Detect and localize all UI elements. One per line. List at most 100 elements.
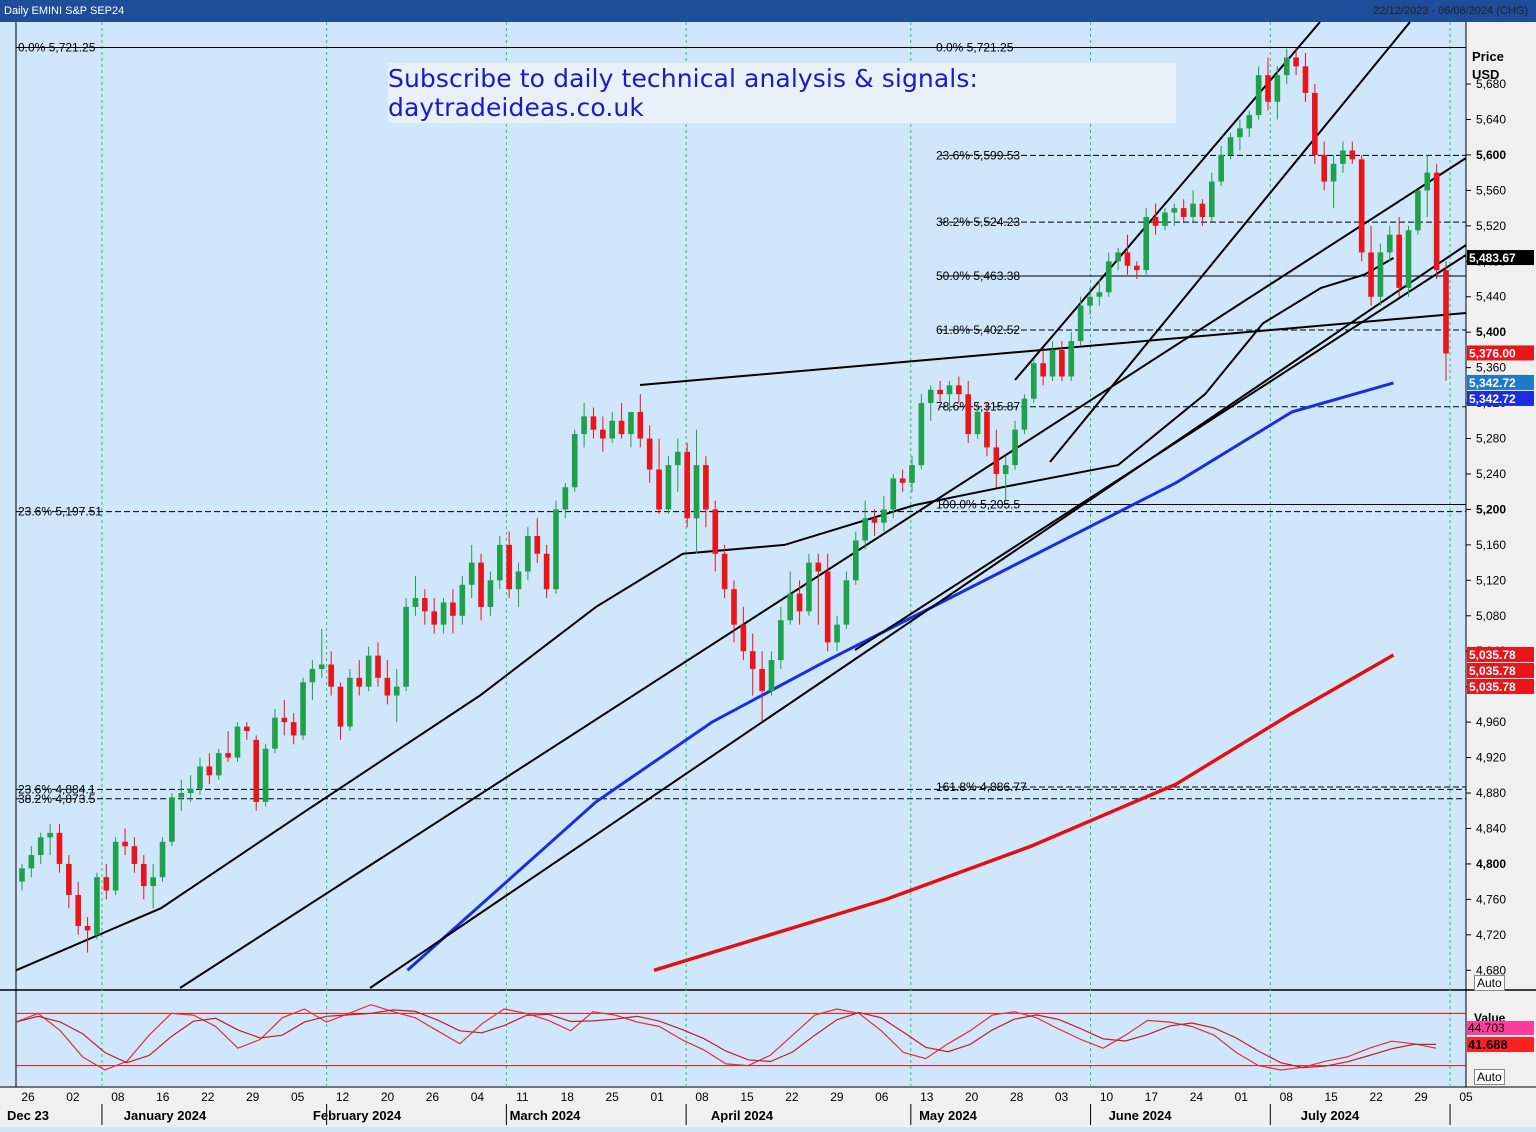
candle-down [646, 438, 653, 470]
candle-up [178, 793, 185, 798]
candle-down [600, 429, 606, 439]
oscillator-k-value: 44.703 [1467, 1021, 1534, 1035]
candle-up [1283, 57, 1290, 76]
price-tick-label: 4,800 [1476, 857, 1506, 871]
candle-up [1405, 230, 1412, 288]
candle-up [1386, 234, 1393, 253]
candle-down [731, 589, 737, 625]
time-axis-day-label: 01 [650, 1090, 664, 1104]
price-tick-label: 5,640 [1476, 112, 1506, 126]
price-tag [1467, 662, 1534, 678]
candle-up [1143, 216, 1150, 271]
candle-down [206, 766, 213, 776]
candle-up [1068, 341, 1075, 377]
price-tick-label: 5,400 [1476, 325, 1506, 339]
candle-up [778, 620, 784, 661]
oscillator-d-value: 41.688 [1467, 1037, 1534, 1052]
time-axis-day-label: 29 [1414, 1090, 1428, 1104]
candle-down [815, 562, 822, 572]
candle-down [66, 863, 72, 895]
candle-down [543, 553, 550, 590]
oscillator-auto-button[interactable]: Auto [1474, 1069, 1505, 1085]
time-axis-day-label: 03 [1055, 1090, 1069, 1104]
subscribe-banner[interactable]: Subscribe to daily technical analysis & … [388, 63, 1176, 123]
candle-up [553, 509, 559, 590]
candle-up [562, 487, 569, 510]
time-axis-day-label: 26 [426, 1090, 440, 1104]
candle-up [300, 682, 306, 736]
candle-down [1358, 159, 1365, 253]
candle-down [450, 602, 456, 616]
candle-up [628, 411, 634, 435]
time-axis-day-label: 25 [606, 1090, 620, 1104]
candle-down [721, 553, 728, 590]
price-tag-label: 5,342.72 [1469, 376, 1516, 390]
candle-up [1171, 208, 1178, 213]
price-tag [1467, 390, 1534, 406]
candle-up [974, 411, 981, 435]
banner-text: Subscribe to daily technical analysis & … [388, 64, 978, 122]
candle-down [384, 677, 391, 696]
trend-line [369, 244, 1467, 989]
candle-up [37, 837, 44, 856]
time-axis-day-label: 29 [830, 1090, 844, 1104]
time-axis-month-label: April 2024 [711, 1108, 774, 1123]
price-tick-label: 4,720 [1476, 928, 1506, 942]
candle-down [253, 739, 260, 802]
candle-up [1227, 137, 1234, 155]
fib-level-label: 0.0% 5,721.25 [936, 40, 1014, 54]
candle-up [674, 451, 681, 466]
time-axis-day-label: 05 [1459, 1090, 1473, 1104]
time-axis-month-label: February 2024 [313, 1108, 402, 1123]
candle-down [618, 420, 625, 435]
candle-up [862, 518, 868, 541]
time-axis-month-label: June 2024 [1109, 1108, 1173, 1123]
auto-scale-button[interactable]: Auto [1474, 975, 1505, 991]
candle-down [1368, 252, 1374, 297]
candle-down [899, 478, 906, 483]
time-axis-day-label: 13 [920, 1090, 934, 1104]
candle-down [140, 863, 147, 887]
price-tag-label: 5,342.72 [1469, 392, 1516, 406]
candle-up [440, 602, 447, 625]
candle-up [787, 593, 794, 621]
candle-up [1190, 203, 1196, 217]
price-tick-label: 5,600 [1476, 148, 1506, 162]
candle-up [1246, 115, 1253, 129]
candle-up [234, 726, 241, 758]
time-axis-day-label: 22 [201, 1090, 215, 1104]
fib-level-label: 23.6% 5,197.51 [18, 505, 102, 519]
candle-down [1302, 66, 1309, 93]
candle-down [956, 385, 962, 395]
candle-down [56, 832, 63, 864]
candle-down [84, 925, 91, 931]
time-axis-panel [0, 1088, 1536, 1127]
candle-down [1134, 265, 1140, 271]
time-axis-day-label: 08 [111, 1090, 125, 1104]
price-tag-label: 5,035.78 [1469, 648, 1516, 662]
candle-down [1293, 57, 1299, 67]
candle-down [984, 411, 990, 448]
candle-down [1152, 216, 1159, 226]
time-axis-month-label: July 2024 [1301, 1108, 1360, 1123]
candle-up [347, 677, 353, 727]
candle-up [881, 509, 887, 523]
title-bar [0, 0, 1536, 22]
candle-up [215, 753, 222, 776]
candle-up [1377, 252, 1384, 297]
time-axis-month-label: January 2024 [124, 1108, 207, 1123]
sma-200-red-line [653, 653, 1395, 972]
candle-up [365, 655, 372, 687]
candle-down [1443, 270, 1449, 354]
candle-down [1312, 92, 1318, 155]
fib-level-label: 78.6% 5,315.87 [936, 400, 1020, 414]
price-tick-label: 5,440 [1476, 290, 1506, 304]
time-axis-day-label: 29 [246, 1090, 260, 1104]
candle-down [1199, 203, 1206, 217]
candle-up [1340, 150, 1346, 164]
candle-up [112, 841, 119, 891]
time-axis-day-label: 28 [1010, 1090, 1024, 1104]
fib-level-label: 23.6% 4,884.1 [18, 782, 96, 796]
